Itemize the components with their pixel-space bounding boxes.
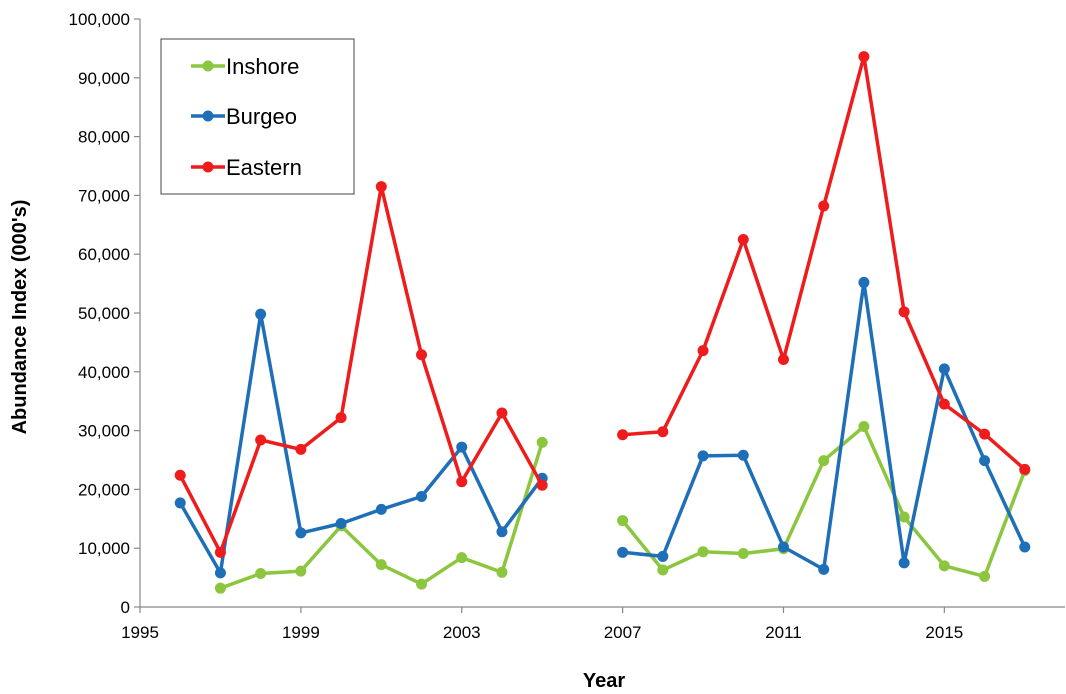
legend-label-eastern: Eastern	[226, 155, 302, 180]
data-point-eastern	[255, 434, 267, 446]
data-point-eastern	[416, 349, 428, 361]
data-point-burgeo	[416, 490, 428, 502]
data-point-inshore	[617, 515, 629, 527]
series-burgeo	[174, 276, 1031, 579]
data-point-inshore	[898, 511, 910, 523]
x-axis-title: Year	[583, 670, 625, 692]
series-layer	[174, 51, 1031, 594]
series-line-eastern	[178, 184, 544, 555]
data-point-burgeo	[214, 567, 226, 579]
y-tick-label: 20,000	[78, 480, 130, 499]
data-point-eastern	[456, 476, 468, 488]
data-point-inshore	[496, 566, 508, 578]
data-point-burgeo	[657, 550, 669, 562]
data-point-eastern	[697, 345, 709, 357]
data-point-inshore	[416, 578, 428, 590]
data-point-eastern	[979, 428, 991, 440]
data-point-burgeo	[777, 541, 789, 553]
data-point-eastern	[295, 443, 307, 455]
legend-label-inshore: Inshore	[226, 54, 299, 79]
data-point-eastern	[858, 51, 870, 63]
data-point-inshore	[214, 582, 226, 594]
series-inshore	[214, 420, 1031, 594]
x-tick-label: 2011	[765, 623, 802, 642]
data-point-eastern	[898, 306, 910, 318]
y-tick-label: 100,000	[69, 10, 130, 29]
data-point-eastern	[375, 181, 387, 193]
data-point-inshore	[697, 546, 709, 558]
data-point-burgeo	[496, 526, 508, 538]
legend-marker-burgeo	[202, 110, 214, 122]
x-tick-label: 1999	[282, 623, 320, 642]
y-tick-label: 50,000	[78, 304, 130, 323]
data-point-eastern	[536, 479, 548, 491]
data-point-burgeo	[1019, 541, 1031, 553]
data-point-burgeo	[898, 557, 910, 569]
data-point-burgeo	[375, 503, 387, 515]
axes: 0 10,000 20,000 30,000 40,000 50,000 60,000 70,…	[69, 10, 1065, 642]
data-point-eastern	[938, 398, 950, 410]
data-point-burgeo	[979, 455, 991, 467]
y-tick-label: 30,000	[78, 422, 130, 441]
data-point-inshore	[536, 436, 548, 448]
data-point-eastern	[496, 407, 508, 419]
data-point-eastern	[818, 200, 830, 212]
data-point-inshore	[938, 560, 950, 572]
x-tick-label: 2003	[443, 623, 481, 642]
data-point-burgeo	[818, 563, 830, 575]
legend: Inshore Burgeo Eastern	[160, 38, 355, 195]
data-point-burgeo	[295, 527, 307, 539]
data-point-burgeo	[255, 308, 267, 320]
data-point-burgeo	[456, 441, 468, 453]
legend-label-burgeo: Burgeo	[226, 104, 297, 129]
series-eastern	[174, 51, 1031, 558]
data-point-inshore	[295, 565, 307, 577]
data-point-inshore	[818, 455, 830, 467]
y-tick-label: 40,000	[78, 363, 130, 382]
y-tick-label: 70,000	[78, 186, 130, 205]
y-tick-label: 80,000	[78, 128, 130, 147]
y-tick-label: 90,000	[78, 69, 130, 88]
series-line-burgeo	[178, 312, 544, 575]
data-point-eastern	[214, 546, 226, 558]
data-point-burgeo	[617, 546, 629, 558]
data-point-inshore	[737, 547, 749, 559]
data-point-inshore	[255, 567, 267, 579]
x-tick-label: 2007	[604, 623, 642, 642]
legend-marker-eastern	[202, 161, 214, 173]
x-tick-label: 1995	[121, 623, 159, 642]
y-tick-label: 10,000	[78, 539, 130, 558]
data-point-eastern	[657, 426, 669, 438]
data-point-eastern	[174, 469, 186, 481]
y-tick-label: 0	[121, 598, 130, 617]
data-point-eastern	[737, 234, 749, 245]
data-point-burgeo	[938, 363, 950, 375]
legend-marker-inshore	[202, 60, 214, 72]
data-point-eastern	[1019, 463, 1031, 475]
series-line-eastern	[622, 54, 1026, 471]
data-point-burgeo	[174, 497, 186, 509]
x-tick-label: 2015	[925, 623, 963, 642]
series-line-burgeo	[622, 280, 1027, 572]
data-point-inshore	[858, 420, 870, 432]
data-point-inshore	[979, 570, 991, 582]
data-point-eastern	[777, 353, 789, 365]
y-axis-title: Abundance Index (000's)	[9, 200, 31, 435]
data-point-burgeo	[697, 450, 709, 462]
data-point-inshore	[375, 559, 387, 571]
data-point-inshore	[657, 564, 669, 576]
data-point-eastern	[335, 412, 347, 424]
data-point-burgeo	[858, 276, 870, 288]
data-point-burgeo	[335, 518, 347, 530]
data-point-burgeo	[737, 449, 749, 461]
data-point-eastern	[617, 429, 629, 441]
data-point-inshore	[456, 552, 468, 564]
y-tick-label: 60,000	[78, 245, 130, 264]
